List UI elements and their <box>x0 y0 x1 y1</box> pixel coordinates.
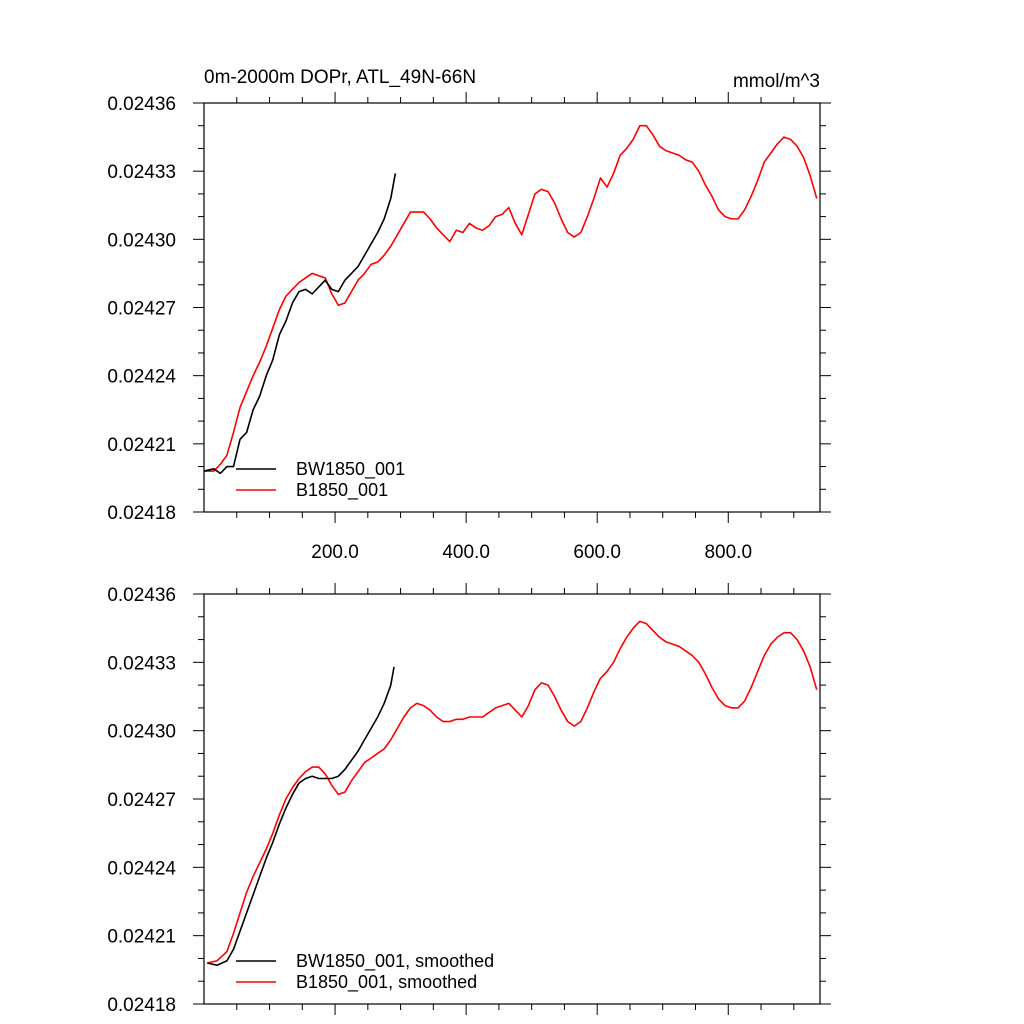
plot-frame <box>203 102 821 513</box>
y-tick-label: 0.02436 <box>107 585 176 606</box>
chart-title: 0m-2000m DOPr, ATL_49N-66N <box>204 67 476 88</box>
y-tick-label: 0.02430 <box>107 722 176 743</box>
series-line-b1850-001-smoothed <box>207 620 818 964</box>
y-tick-label: 0.02418 <box>107 995 176 1016</box>
y-tick-label: 0.02433 <box>107 162 176 183</box>
y-tick-label: 0.02421 <box>107 435 176 456</box>
y-tick-label: 0.02421 <box>107 927 176 948</box>
x-tick-label: 200.0 <box>311 542 359 563</box>
units-label: mmol/m^3 <box>733 71 820 92</box>
plot-frame <box>203 593 821 1005</box>
legend-label: B1850_001 <box>296 480 388 501</box>
y-tick-label: 0.02427 <box>107 299 176 320</box>
y-tick-label: 0.02424 <box>107 858 176 879</box>
x-tick-label: 800.0 <box>704 542 752 563</box>
series-line-b1850-001 <box>204 124 818 472</box>
series-line-bw1850-001-smoothed <box>207 666 395 967</box>
legend-label: BW1850_001, smoothed <box>296 951 494 972</box>
legend-label: BW1850_001 <box>296 459 405 480</box>
y-tick-label: 0.02430 <box>107 230 176 251</box>
series-line-bw1850-001 <box>204 173 397 475</box>
x-tick-label: 600.0 <box>573 542 621 563</box>
y-tick-label: 0.02427 <box>107 790 176 811</box>
y-tick-label: 0.02436 <box>107 94 176 115</box>
x-tick-label: 400.0 <box>442 542 490 563</box>
y-tick-label: 0.02424 <box>107 367 176 388</box>
legend-label: B1850_001, smoothed <box>296 972 477 993</box>
bottom-panel: 0.02418 0.02421 0.02424 0.02427 0.02430 0.024… <box>107 583 831 1016</box>
top-panel: 0.02418 0.02421 0.02424 0.02427 0.02430 0.024… <box>107 92 831 563</box>
y-tick-label: 0.02418 <box>107 503 176 524</box>
y-tick-label: 0.02433 <box>107 653 176 674</box>
